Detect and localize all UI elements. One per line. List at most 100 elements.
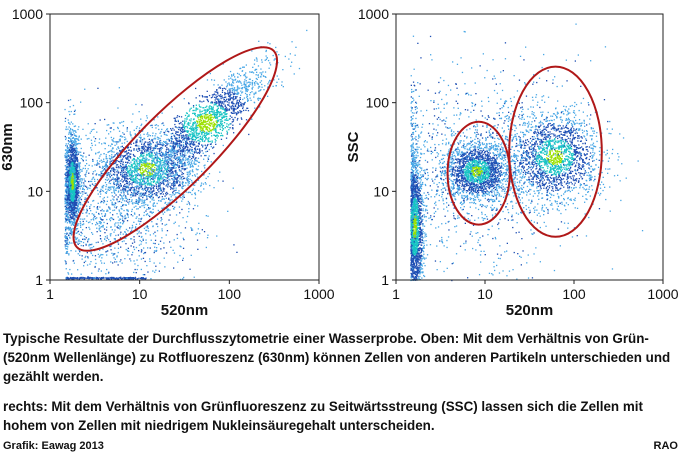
scatter-point bbox=[195, 115, 197, 117]
scatter-point bbox=[185, 168, 187, 170]
scatter-point bbox=[199, 128, 201, 130]
scatter-point bbox=[184, 122, 186, 124]
scatter-point bbox=[201, 150, 203, 152]
scatter-point bbox=[236, 101, 238, 103]
scatter-point bbox=[66, 222, 69, 224]
scatter-point bbox=[183, 147, 185, 149]
scatter-point bbox=[72, 154, 75, 156]
scatter-point bbox=[226, 132, 229, 134]
scatter-point bbox=[66, 174, 68, 176]
scatter-point bbox=[77, 166, 79, 168]
scatter-point bbox=[81, 179, 83, 181]
scatter-point bbox=[117, 164, 119, 166]
scatter-point bbox=[123, 192, 125, 194]
scatter-point bbox=[136, 177, 138, 179]
scatter-point bbox=[177, 140, 179, 143]
scatter-point bbox=[189, 108, 191, 110]
scatter-point bbox=[255, 80, 257, 83]
scatter-point bbox=[110, 160, 113, 162]
scatter-point bbox=[238, 87, 240, 90]
scatter-point bbox=[70, 151, 72, 154]
scatter-point bbox=[147, 183, 149, 185]
scatter-point bbox=[78, 208, 81, 210]
scatter-point bbox=[158, 128, 160, 131]
scatter-point bbox=[72, 223, 74, 226]
scatter-point bbox=[148, 146, 150, 148]
scatter-point bbox=[136, 199, 138, 201]
scatter-point bbox=[122, 180, 125, 182]
scatter-point bbox=[188, 123, 190, 125]
scatter-point bbox=[232, 95, 235, 97]
scatter-point bbox=[194, 184, 196, 186]
scatter-point bbox=[180, 154, 182, 157]
scatter-point bbox=[213, 110, 215, 113]
scatter-point bbox=[166, 138, 168, 141]
scatter-point bbox=[212, 128, 214, 130]
scatter-point bbox=[181, 129, 184, 131]
scatter-point bbox=[179, 147, 181, 149]
scatter-point bbox=[136, 182, 138, 184]
scatter-point bbox=[110, 171, 112, 173]
scatter-point bbox=[231, 112, 233, 114]
scatter-point bbox=[192, 126, 194, 128]
scatter-point bbox=[130, 143, 132, 145]
scatter-point bbox=[77, 172, 80, 174]
scatter-point bbox=[241, 110, 243, 113]
scatter-point bbox=[187, 147, 189, 149]
scatter-point bbox=[291, 41, 293, 43]
scatter-point bbox=[122, 216, 124, 218]
scatter-point bbox=[231, 116, 233, 118]
scatter-point bbox=[269, 64, 272, 66]
scatter-point bbox=[66, 161, 68, 164]
scatter-point bbox=[136, 191, 139, 193]
scatter-point bbox=[139, 192, 141, 194]
scatter-point bbox=[140, 165, 143, 167]
scatter-point bbox=[69, 156, 71, 159]
scatter-point bbox=[174, 141, 176, 144]
scatter-point bbox=[215, 140, 217, 142]
scatter-point bbox=[206, 123, 208, 125]
scatter-point bbox=[219, 115, 221, 117]
scatter-point bbox=[232, 99, 234, 101]
scatter-point bbox=[146, 180, 148, 182]
scatter-point bbox=[72, 131, 74, 133]
scatter-point bbox=[143, 154, 145, 157]
scatter-point bbox=[73, 218, 75, 220]
scatter-point bbox=[222, 63, 224, 65]
scatter-point bbox=[115, 160, 117, 162]
scatter-point bbox=[216, 109, 218, 111]
scatter-point bbox=[71, 216, 73, 219]
scatter-point bbox=[221, 120, 224, 122]
scatter-point bbox=[168, 150, 170, 152]
scatter-point bbox=[220, 138, 223, 140]
scatter-point bbox=[162, 178, 164, 180]
scatter-point bbox=[140, 154, 142, 156]
scatter-point bbox=[173, 186, 175, 188]
scatter-point bbox=[104, 165, 106, 167]
scatter-point bbox=[230, 107, 232, 109]
scatter-point bbox=[173, 175, 175, 178]
scatter-point bbox=[72, 137, 74, 139]
scatter-point bbox=[70, 161, 72, 163]
scatter-point bbox=[140, 163, 143, 165]
scatter-point bbox=[176, 139, 178, 141]
scatter-point bbox=[123, 277, 125, 279]
scatter-point bbox=[108, 144, 110, 147]
scatter-point bbox=[68, 229, 70, 231]
scatter-point bbox=[191, 164, 194, 166]
scatter-point bbox=[166, 128, 168, 131]
scatter-point bbox=[70, 250, 72, 252]
scatter-point bbox=[72, 145, 75, 148]
scatter-point bbox=[171, 140, 173, 143]
scatter-point bbox=[172, 147, 175, 149]
scatter-point bbox=[162, 173, 164, 175]
scatter-point bbox=[159, 175, 161, 177]
scatter-point bbox=[258, 85, 260, 88]
scatter-point bbox=[242, 106, 244, 108]
scatter-point bbox=[254, 84, 256, 86]
scatter-point bbox=[115, 141, 117, 143]
scatter-point bbox=[130, 278, 132, 280]
scatter-point bbox=[189, 145, 192, 148]
scatter-point bbox=[72, 186, 74, 188]
scatter-point bbox=[233, 132, 235, 134]
